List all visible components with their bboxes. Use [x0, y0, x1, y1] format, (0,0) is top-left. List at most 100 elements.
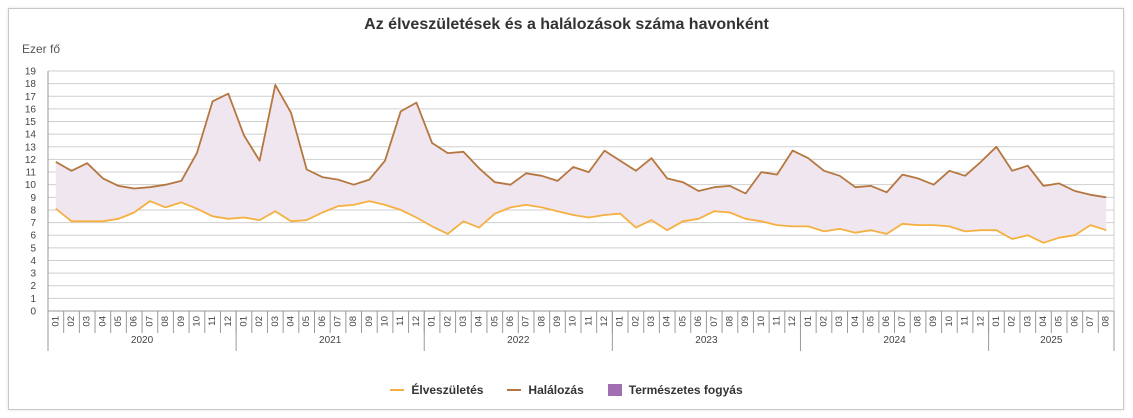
natural-decrease-swatch — [607, 384, 622, 396]
month-label-2022-01: 01 — [427, 316, 438, 327]
month-label-2023-07: 07 — [709, 316, 720, 327]
month-label-2022-07: 07 — [521, 316, 532, 327]
y-tick-label-12: 12 — [25, 155, 37, 166]
month-label-2025-07: 07 — [1085, 316, 1096, 327]
month-label-2022-09: 09 — [552, 316, 563, 327]
month-label-2024-04: 04 — [850, 316, 861, 327]
month-label-2023-03: 03 — [646, 316, 657, 327]
month-label-2021-09: 09 — [364, 316, 375, 327]
month-label-2021-03: 03 — [270, 316, 281, 327]
series-line-deaths — [55, 84, 1107, 199]
month-label-2021-05: 05 — [301, 316, 312, 327]
y-tick-label-14: 14 — [25, 130, 37, 141]
month-label-2020-11: 11 — [207, 316, 218, 326]
month-label-2022-04: 04 — [474, 316, 485, 327]
month-label-2023-11: 11 — [771, 316, 782, 326]
y-tick-label-8: 8 — [30, 205, 36, 216]
month-label-2022-08: 08 — [536, 316, 547, 327]
month-label-2022-12: 12 — [599, 316, 610, 327]
legend-label-births: Élveszületés — [411, 383, 484, 397]
month-label-2021-02: 02 — [254, 316, 265, 327]
month-label-2024-03: 03 — [834, 316, 845, 327]
legend-label-deaths: Halálozás — [528, 383, 584, 397]
month-label-2025-01: 01 — [991, 316, 1002, 327]
year-label-2024: 2024 — [883, 335, 906, 346]
legend-item-births[interactable]: Élveszületés — [390, 383, 483, 397]
month-label-2024-09: 09 — [928, 316, 939, 327]
month-label-2020-02: 02 — [66, 316, 77, 327]
y-tick-label-18: 18 — [25, 79, 37, 90]
y-tick-label-15: 15 — [25, 117, 37, 128]
month-label-2025-08: 08 — [1101, 316, 1112, 327]
legend-item-natural-decrease[interactable]: Természetes fogyás — [607, 383, 743, 397]
month-label-2025-06: 06 — [1069, 316, 1080, 327]
month-label-2021-07: 07 — [333, 316, 344, 327]
y-tick-label-17: 17 — [25, 92, 37, 103]
month-label-2020-06: 06 — [129, 316, 140, 327]
month-label-2024-12: 12 — [975, 316, 986, 327]
month-label-2023-12: 12 — [787, 316, 798, 327]
month-label-2021-10: 10 — [380, 316, 391, 327]
y-tick-label-10: 10 — [25, 180, 37, 191]
legend-label-natural-decrease: Természetes fogyás — [628, 383, 743, 397]
y-tick-label-0: 0 — [30, 307, 36, 318]
month-label-2024-10: 10 — [944, 316, 955, 327]
month-label-2020-01: 01 — [50, 316, 61, 327]
month-label-2024-02: 02 — [819, 316, 830, 327]
y-tick-label-19: 19 — [25, 67, 37, 78]
month-label-2024-11: 11 — [960, 316, 971, 326]
month-label-2025-03: 03 — [1022, 316, 1033, 327]
month-label-2021-01: 01 — [238, 316, 249, 327]
natural-decrease-area — [55, 84, 1107, 243]
year-label-2022: 2022 — [507, 335, 530, 346]
year-label-2020: 2020 — [131, 335, 154, 346]
month-label-2023-02: 02 — [630, 316, 641, 327]
month-label-2021-11: 11 — [395, 316, 406, 326]
month-label-2020-05: 05 — [113, 316, 124, 327]
series-line-births — [55, 200, 1107, 244]
month-label-2023-09: 09 — [740, 316, 751, 327]
month-label-2023-05: 05 — [677, 316, 688, 327]
month-label-2020-10: 10 — [191, 316, 202, 327]
y-tick-label-1: 1 — [30, 294, 36, 305]
month-label-2024-08: 08 — [913, 316, 924, 327]
month-label-2023-10: 10 — [756, 316, 767, 327]
y-tick-label-13: 13 — [25, 142, 37, 153]
deaths-swatch — [507, 389, 522, 391]
y-tick-label-9: 9 — [30, 193, 36, 204]
month-label-2023-08: 08 — [724, 316, 735, 327]
legend: Élveszületés Halálozás Természetes fogyá… — [0, 383, 1133, 397]
month-label-2024-05: 05 — [866, 316, 877, 327]
month-label-2022-11: 11 — [583, 316, 594, 326]
year-label-2025: 2025 — [1040, 335, 1063, 346]
legend-item-deaths[interactable]: Halálozás — [507, 383, 584, 397]
month-label-2020-12: 12 — [223, 316, 234, 327]
month-label-2025-04: 04 — [1038, 316, 1049, 327]
y-tick-label-7: 7 — [30, 218, 36, 229]
chart-title: Az élveszületések és a halálozások száma… — [364, 16, 769, 33]
year-label-2023: 2023 — [695, 335, 718, 346]
month-label-2025-05: 05 — [1054, 316, 1065, 327]
y-tick-label-16: 16 — [25, 104, 37, 115]
y-tick-label-2: 2 — [30, 281, 36, 292]
y-tick-label-6: 6 — [30, 231, 36, 242]
y-tick-label-4: 4 — [30, 256, 36, 267]
month-label-2020-07: 07 — [144, 316, 155, 327]
month-label-2025-02: 02 — [1007, 316, 1018, 327]
y-tick-label-5: 5 — [30, 243, 36, 254]
month-label-2020-08: 08 — [160, 316, 171, 327]
month-label-2021-08: 08 — [348, 316, 359, 327]
month-label-2023-04: 04 — [662, 316, 673, 327]
month-label-2022-05: 05 — [489, 316, 500, 327]
month-label-2022-03: 03 — [458, 316, 469, 327]
month-label-2024-07: 07 — [897, 316, 908, 327]
births-swatch — [390, 389, 405, 391]
y-tick-label-3: 3 — [30, 269, 36, 280]
month-label-2022-10: 10 — [568, 316, 579, 327]
year-label-2021: 2021 — [319, 335, 342, 346]
month-label-2023-01: 01 — [615, 316, 626, 327]
y-axis-unit-label: Ezer fő — [22, 42, 61, 56]
month-label-2020-03: 03 — [82, 316, 93, 327]
month-label-2024-01: 01 — [803, 316, 814, 327]
